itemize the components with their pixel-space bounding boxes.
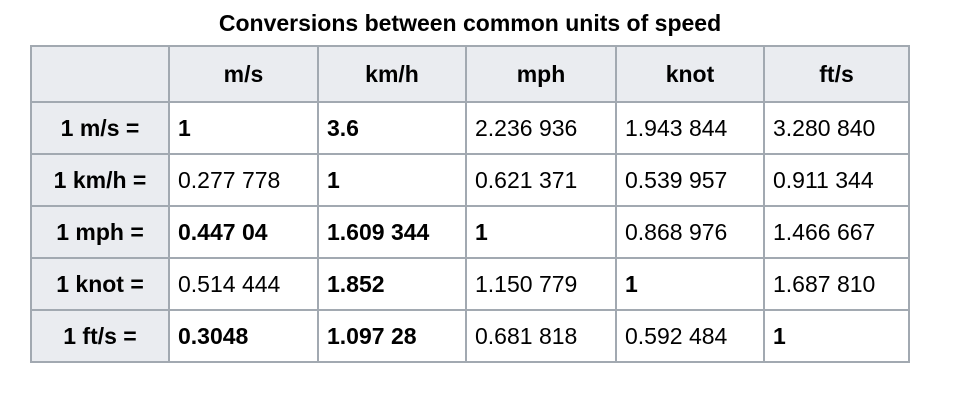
conversion-table: m/s km/h mph knot ft/s 1 m/s = 1 3.6 2.2… — [30, 45, 910, 363]
row-header: 1 mph = — [30, 205, 170, 259]
cell: 0.592 484 — [615, 309, 765, 363]
header-row: m/s km/h mph knot ft/s — [30, 45, 910, 103]
row-header: 1 km/h = — [30, 153, 170, 207]
cell: 1.609 344 — [317, 205, 467, 259]
cell: 1.943 844 — [615, 101, 765, 155]
row-header: 1 m/s = — [30, 101, 170, 155]
cell: 0.621 371 — [465, 153, 617, 207]
cell: 0.868 976 — [615, 205, 765, 259]
row: 1 ft/s = 0.3048 1.097 28 0.681 818 0.592… — [30, 309, 910, 363]
cell: 1 — [168, 101, 319, 155]
row: 1 knot = 0.514 444 1.852 1.150 779 1 1.6… — [30, 257, 910, 311]
cell: 2.236 936 — [465, 101, 617, 155]
table-title: Conversions between common units of spee… — [218, 10, 722, 36]
cell: 0.681 818 — [465, 309, 617, 363]
cell: 0.514 444 — [168, 257, 319, 311]
column-header: mph — [465, 45, 617, 103]
cell: 3.280 840 — [763, 101, 910, 155]
cell: 0.3048 — [168, 309, 319, 363]
cell: 3.6 — [317, 101, 467, 155]
column-header: m/s — [168, 45, 319, 103]
row: 1 km/h = 0.277 778 1 0.621 371 0.539 957… — [30, 153, 910, 207]
column-header: ft/s — [763, 45, 910, 103]
row-header: 1 ft/s = — [30, 309, 170, 363]
cell: 0.277 778 — [168, 153, 319, 207]
row: 1 m/s = 1 3.6 2.236 936 1.943 844 3.280 … — [30, 101, 910, 155]
cell: 1 — [465, 205, 617, 259]
cell: 1 — [763, 309, 910, 363]
cell: 1.687 810 — [763, 257, 910, 311]
cell: 1.150 779 — [465, 257, 617, 311]
cell: 1.466 667 — [763, 205, 910, 259]
row: 1 mph = 0.447 04 1.609 344 1 0.868 976 1… — [30, 205, 910, 259]
cell: 1.852 — [317, 257, 467, 311]
row-header: 1 knot = — [30, 257, 170, 311]
cell: 0.447 04 — [168, 205, 319, 259]
cell: 1.097 28 — [317, 309, 467, 363]
cell: 0.911 344 — [763, 153, 910, 207]
cell: 1 — [317, 153, 467, 207]
column-header: km/h — [317, 45, 467, 103]
corner-cell — [30, 45, 170, 103]
cell: 0.539 957 — [615, 153, 765, 207]
cell: 1 — [615, 257, 765, 311]
column-header: knot — [615, 45, 765, 103]
